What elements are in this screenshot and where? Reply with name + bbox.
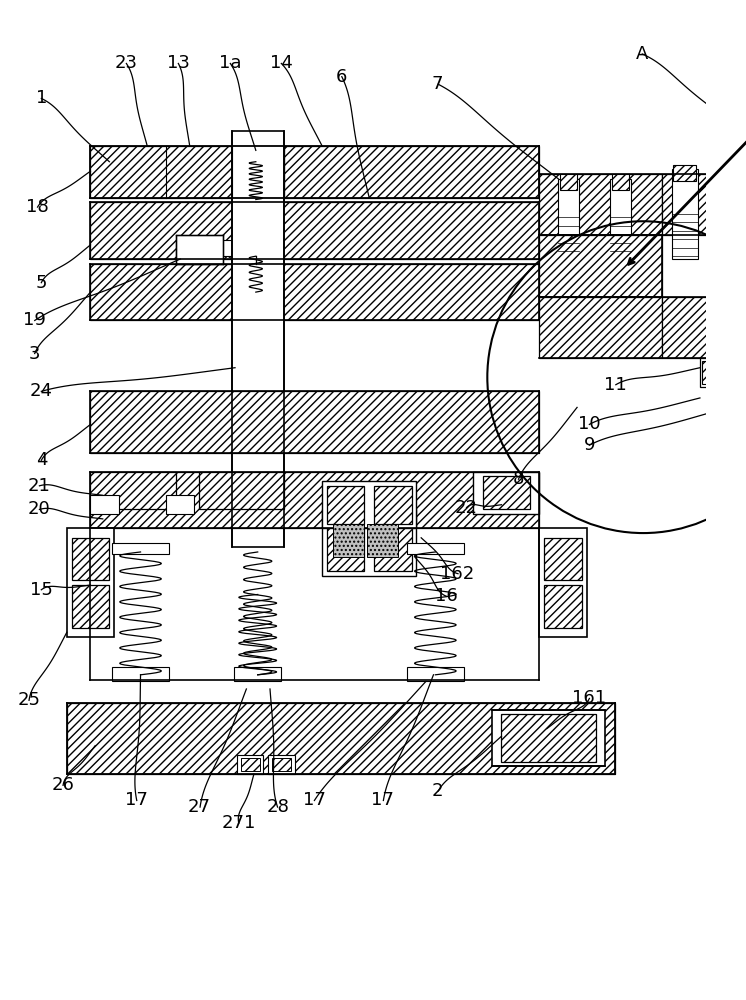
Bar — [700, 358, 738, 387]
Text: 14: 14 — [270, 54, 292, 72]
Text: 17: 17 — [125, 791, 148, 809]
Bar — [90, 391, 539, 453]
Text: 28: 28 — [266, 798, 289, 816]
Bar — [367, 524, 398, 557]
Bar — [272, 758, 291, 771]
Text: 13: 13 — [167, 54, 189, 72]
Bar — [662, 297, 738, 358]
Text: 24: 24 — [30, 382, 53, 400]
Bar — [501, 714, 596, 762]
Bar — [492, 710, 606, 766]
Bar — [702, 361, 735, 384]
Bar — [237, 755, 263, 774]
Text: 22: 22 — [454, 499, 477, 517]
Bar — [327, 514, 365, 571]
Text: 23: 23 — [115, 54, 138, 72]
Bar — [72, 585, 110, 628]
Bar — [166, 495, 195, 514]
Text: 27: 27 — [188, 798, 211, 816]
Bar — [90, 202, 539, 259]
Bar — [241, 758, 260, 771]
Bar — [327, 486, 365, 524]
Bar — [248, 150, 263, 162]
Bar — [248, 243, 263, 256]
Text: 10: 10 — [578, 415, 601, 433]
Bar — [112, 543, 169, 554]
Text: 17: 17 — [372, 791, 394, 809]
Text: 6: 6 — [336, 68, 347, 86]
Bar — [112, 667, 169, 681]
Text: 271: 271 — [222, 814, 256, 832]
Text: 2: 2 — [432, 782, 443, 800]
Bar — [90, 495, 119, 514]
Bar — [558, 179, 579, 254]
Bar — [671, 169, 698, 259]
Bar — [175, 240, 232, 256]
Bar — [374, 486, 412, 524]
Text: A: A — [636, 45, 648, 63]
Text: 162: 162 — [440, 565, 474, 583]
Bar — [67, 703, 615, 774]
Bar — [674, 165, 696, 181]
Bar — [714, 358, 738, 410]
Text: 9: 9 — [583, 436, 595, 454]
Bar — [610, 179, 631, 254]
Bar — [72, 538, 110, 580]
Bar — [662, 174, 738, 235]
Bar — [539, 297, 662, 358]
Bar — [539, 174, 662, 235]
Text: 1: 1 — [36, 89, 47, 107]
Bar — [90, 264, 539, 320]
Bar — [539, 235, 662, 297]
Text: 15: 15 — [30, 581, 53, 599]
Bar — [90, 146, 232, 198]
Text: 3: 3 — [29, 345, 40, 363]
Bar — [333, 524, 363, 557]
Bar — [90, 472, 539, 528]
Bar — [612, 174, 629, 190]
Bar — [544, 538, 582, 580]
Bar — [234, 667, 281, 681]
Bar — [199, 472, 284, 509]
Bar — [268, 755, 295, 774]
Text: 1a: 1a — [219, 54, 241, 72]
Text: 20: 20 — [28, 500, 51, 518]
Text: 4: 4 — [36, 451, 47, 469]
Bar — [232, 131, 284, 547]
Text: 7: 7 — [432, 75, 443, 93]
Text: 16: 16 — [435, 587, 457, 605]
Bar — [284, 146, 539, 198]
Text: 161: 161 — [572, 689, 606, 707]
Bar — [407, 543, 464, 554]
Bar — [248, 150, 263, 162]
Text: 26: 26 — [51, 776, 74, 794]
Text: 5: 5 — [36, 274, 47, 292]
Bar — [175, 235, 223, 264]
Bar — [711, 349, 730, 360]
Bar — [67, 528, 114, 637]
Bar — [322, 481, 416, 528]
Text: 17: 17 — [303, 791, 326, 809]
Text: 21: 21 — [28, 477, 51, 495]
Bar — [560, 174, 577, 190]
Text: 11: 11 — [604, 376, 627, 394]
Bar — [483, 476, 530, 509]
Text: 18: 18 — [26, 198, 48, 216]
Bar — [407, 667, 464, 681]
Bar — [539, 528, 586, 637]
Text: 8: 8 — [513, 470, 524, 488]
Bar — [248, 243, 263, 256]
Text: 19: 19 — [23, 311, 46, 329]
Bar — [90, 472, 175, 509]
Bar — [544, 585, 582, 628]
Bar — [232, 146, 284, 198]
Bar — [322, 509, 416, 576]
Bar — [374, 514, 412, 571]
Bar — [473, 472, 539, 514]
Text: 25: 25 — [17, 691, 40, 709]
